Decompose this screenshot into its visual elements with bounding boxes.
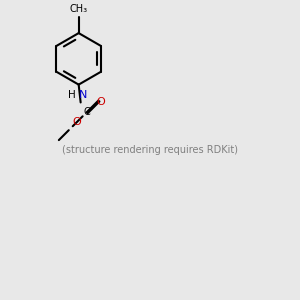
Text: O: O: [96, 98, 105, 107]
Text: (structure rendering requires RDKit): (structure rendering requires RDKit): [62, 145, 238, 155]
Text: H: H: [68, 89, 76, 100]
Text: O: O: [72, 117, 81, 127]
Text: C: C: [83, 107, 90, 117]
Text: N: N: [78, 89, 87, 100]
Text: CH₃: CH₃: [70, 4, 88, 14]
